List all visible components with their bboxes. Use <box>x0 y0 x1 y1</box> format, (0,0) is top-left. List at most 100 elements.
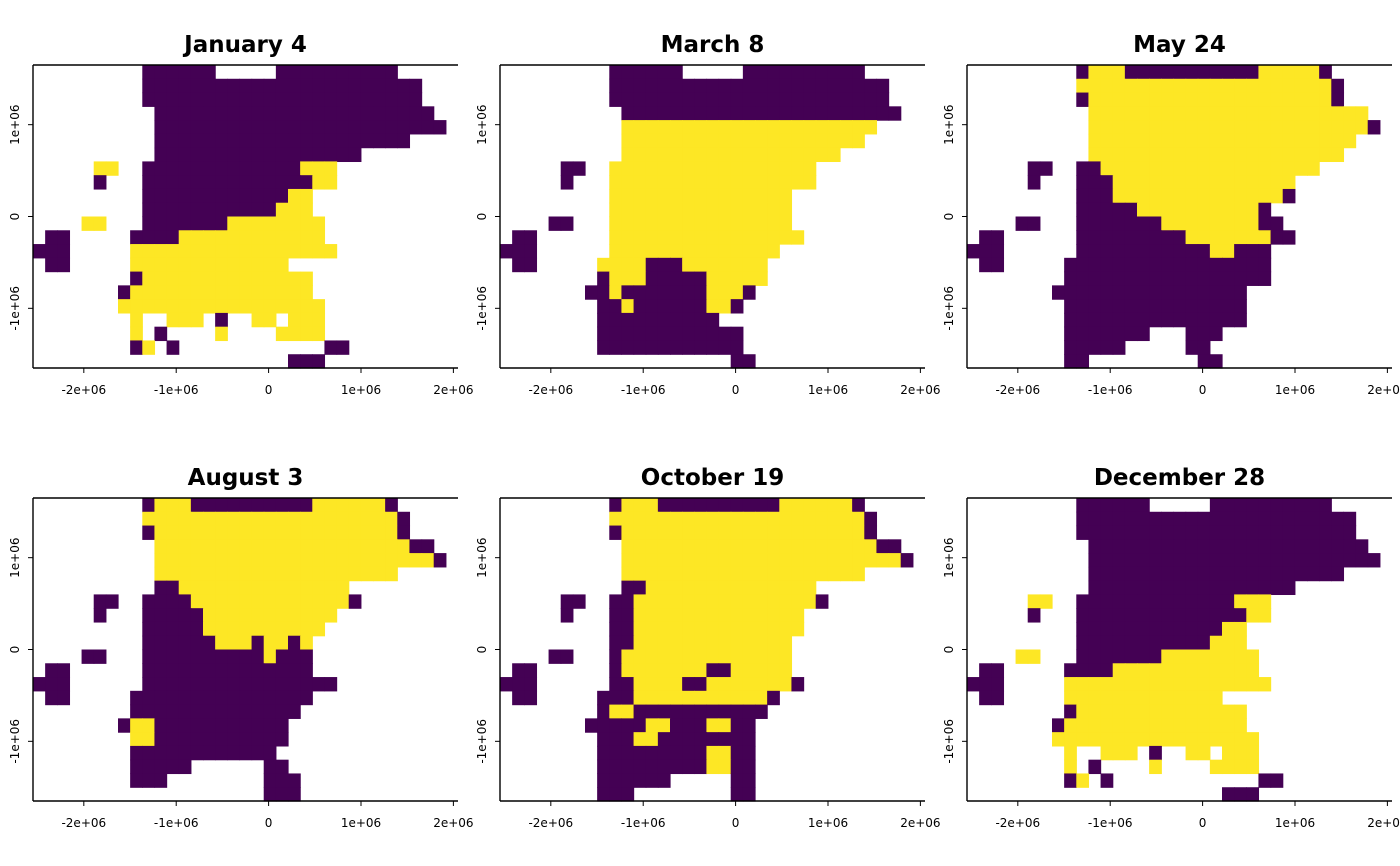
raster-cell <box>682 285 695 300</box>
raster-cell <box>706 326 720 342</box>
raster-cell <box>1222 677 1235 692</box>
raster-cell <box>215 92 228 107</box>
raster-cell <box>154 257 168 273</box>
raster-cell <box>621 133 635 149</box>
raster-cell <box>742 759 756 775</box>
raster-cell <box>1088 608 1102 623</box>
raster-cell <box>203 566 216 582</box>
raster-cell <box>670 299 683 314</box>
raster-cell <box>670 257 683 273</box>
raster-cell <box>1355 120 1369 135</box>
raster-cell <box>203 539 216 554</box>
raster-cell <box>178 594 192 609</box>
raster-cell <box>288 106 301 121</box>
raster-cell <box>397 120 411 135</box>
raster-cell <box>706 188 720 204</box>
raster-cell <box>142 649 156 664</box>
raster-cell <box>815 539 829 554</box>
raster-cell <box>215 539 228 554</box>
raster-cell <box>1100 326 1114 342</box>
raster-cell <box>1197 690 1211 706</box>
raster-cell <box>178 608 192 623</box>
raster-cell <box>1161 257 1175 273</box>
raster-cell <box>288 326 301 342</box>
raster-cell <box>1076 663 1090 678</box>
raster-cell <box>645 257 659 273</box>
raster-cell <box>1100 773 1114 788</box>
raster-cell <box>755 663 768 678</box>
raster-cell <box>239 299 253 314</box>
raster-cell <box>815 498 829 513</box>
raster-cell <box>1234 511 1247 527</box>
raster-cell <box>609 161 623 176</box>
raster-cell <box>409 92 423 107</box>
raster-cell <box>263 539 277 554</box>
raster-cell <box>730 608 744 623</box>
raster-cell <box>1282 78 1296 94</box>
raster-cell <box>1088 340 1102 355</box>
raster-cell <box>1149 230 1162 245</box>
raster-cell <box>312 147 326 163</box>
raster-cell <box>251 525 265 540</box>
raster-cell <box>1124 580 1138 596</box>
raster-cell <box>597 257 610 273</box>
raster-cell <box>385 511 398 527</box>
raster-cell <box>251 635 265 651</box>
raster-cell <box>803 511 817 527</box>
raster-cell <box>1209 106 1223 121</box>
raster-cell <box>154 106 168 121</box>
raster-cell <box>1173 161 1187 176</box>
raster-cell <box>1137 553 1150 568</box>
raster-cell <box>324 147 338 163</box>
raster-cell <box>1161 718 1175 733</box>
raster-cell <box>1209 635 1223 651</box>
raster-cell <box>1222 525 1235 540</box>
raster-cell <box>694 649 708 664</box>
raster-cell <box>670 594 683 609</box>
raster-cell <box>1173 566 1187 582</box>
raster-cell <box>154 525 168 540</box>
raster-cell <box>373 525 386 540</box>
raster-cell <box>288 312 301 328</box>
raster-cell <box>730 340 744 355</box>
raster-cell <box>227 244 241 259</box>
raster-cell <box>1197 580 1211 596</box>
raster-cell <box>190 690 204 706</box>
raster-cell <box>791 78 805 94</box>
raster-cell <box>1209 188 1223 204</box>
raster-cell <box>1064 704 1077 719</box>
raster-cell <box>1246 525 1260 540</box>
raster-cell <box>239 175 253 190</box>
raster-cell <box>779 120 793 135</box>
raster-cell <box>154 498 168 513</box>
raster-cell <box>251 690 265 706</box>
raster-cell <box>1331 92 1345 107</box>
raster-cell <box>421 106 435 121</box>
raster-cell <box>730 299 744 314</box>
raster-cell <box>682 216 695 231</box>
raster-cell <box>1197 133 1211 149</box>
raster-cell <box>791 65 805 80</box>
raster-cell <box>1209 299 1223 314</box>
raster-cell <box>1112 326 1126 342</box>
raster-cell <box>93 594 107 609</box>
raster-cell <box>1161 216 1175 231</box>
raster-cell <box>512 230 525 245</box>
raster-cell <box>385 539 398 554</box>
raster-cell <box>1149 202 1162 218</box>
raster-cell <box>166 608 180 623</box>
raster-cell <box>803 498 817 513</box>
raster-cell <box>142 525 156 540</box>
panel-title: January 4 <box>182 32 307 58</box>
raster-cell <box>1209 594 1223 609</box>
raster-cell <box>1270 188 1284 204</box>
raster-cell <box>1343 553 1357 568</box>
raster-cell <box>142 92 156 107</box>
raster-cell <box>142 78 156 94</box>
raster-cell <box>621 244 635 259</box>
raster-cell <box>742 354 756 369</box>
raster-cell <box>1234 106 1247 121</box>
raster-cell <box>1149 759 1162 775</box>
raster-cell <box>1124 635 1138 651</box>
